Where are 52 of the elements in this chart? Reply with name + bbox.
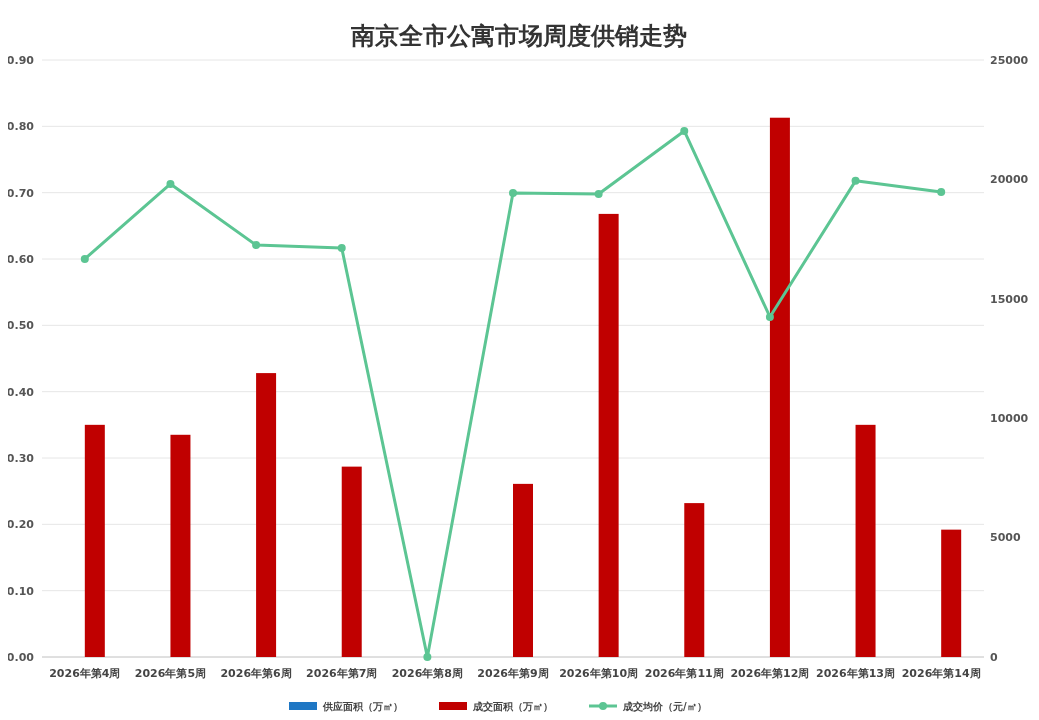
- y-tick-label: 0.20: [6, 518, 35, 532]
- x-tick-label: 2026年第13周: [816, 667, 896, 680]
- bar: [341, 466, 362, 657]
- chart-title: 南京全市公寓市场周度供销走势: [350, 22, 687, 50]
- bar: [84, 424, 105, 657]
- point: [252, 241, 261, 250]
- y-tick-label: 0.00: [6, 650, 35, 664]
- point: [80, 254, 89, 263]
- y2-tick-label: 5000: [990, 531, 1021, 545]
- bar: [170, 434, 191, 657]
- bar: [769, 117, 790, 657]
- point: [509, 189, 517, 198]
- legend-label: 成交面积（万㎡）: [472, 701, 553, 712]
- bar: [598, 213, 619, 657]
- y2-tick-label: 0: [990, 650, 998, 664]
- point: [937, 188, 946, 197]
- point: [851, 176, 860, 185]
- point: [337, 243, 346, 252]
- x-tick-label: 2026年第12周: [730, 667, 810, 680]
- legend-label: 成交均价（元/㎡）: [622, 701, 707, 712]
- x-tick-label: 2026年第10周: [559, 667, 639, 680]
- y-tick-label: 0.90: [6, 53, 35, 67]
- y2-tick-label: 25000: [990, 53, 1029, 67]
- y-tick-label: 0.30: [6, 451, 35, 465]
- point: [594, 189, 603, 198]
- x-tick-label: 2026年第4周: [49, 667, 121, 680]
- x-tick-label: 2026年第6周: [220, 667, 292, 680]
- bar: [855, 424, 876, 657]
- y-tick-label: 0.50: [6, 319, 35, 333]
- point: [166, 179, 175, 188]
- y2-tick-label: 10000: [990, 412, 1029, 426]
- point: [765, 312, 774, 321]
- y-tick-label: 0.40: [6, 385, 35, 399]
- bar: [941, 529, 962, 657]
- x-tick-label: 2026年第9周: [477, 667, 549, 680]
- y-tick-label: 0.80: [6, 120, 35, 134]
- x-tick-label: 2026年第14周: [901, 667, 981, 680]
- bar: [256, 373, 277, 657]
- x-tick-label: 2026年第8周: [391, 667, 463, 680]
- y2-tick-label: 15000: [990, 292, 1029, 306]
- point: [423, 653, 432, 661]
- y2-tick-label: 20000: [990, 173, 1029, 187]
- x-tick-label: 2026年第5周: [134, 667, 207, 680]
- bar: [684, 503, 705, 657]
- x-tick-label: 2026年第11周: [644, 667, 724, 680]
- y-tick-label: 0.10: [6, 584, 35, 598]
- y-tick-label: 0.70: [6, 186, 35, 200]
- x-tick-label: 2026年第7周: [306, 667, 378, 680]
- point: [680, 126, 689, 135]
- y-tick-label: 0.60: [6, 252, 35, 266]
- bar: [513, 483, 533, 657]
- legend-label: 供应面积（万㎡）: [322, 701, 403, 712]
